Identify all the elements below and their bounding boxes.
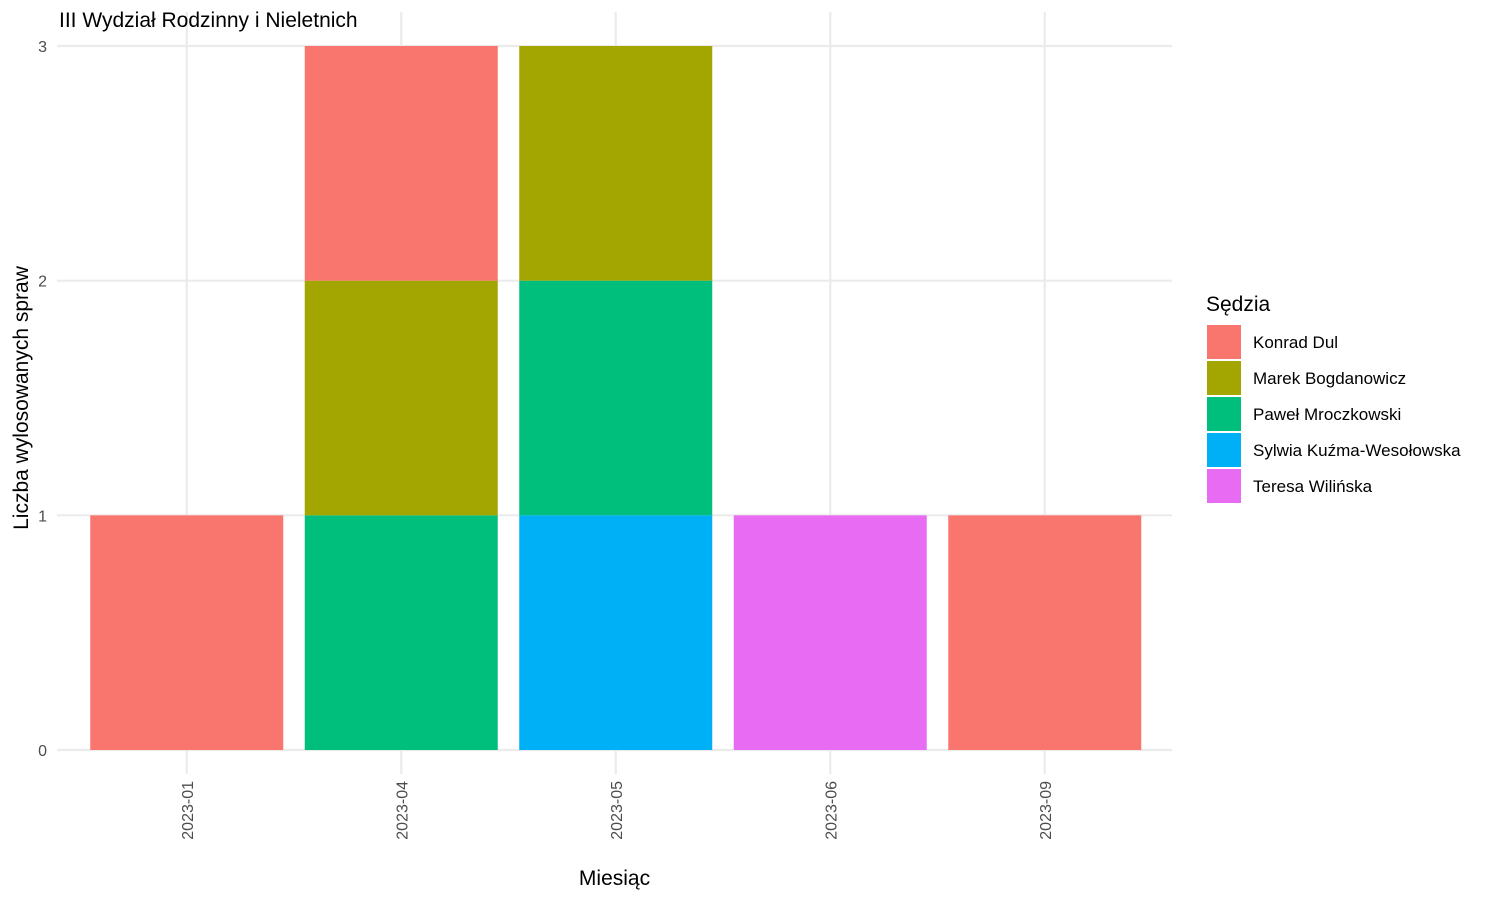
legend-key xyxy=(1207,325,1241,359)
x-tick-label: 2023-06 xyxy=(823,781,840,840)
legend-key xyxy=(1207,361,1241,395)
bar-segment xyxy=(519,515,713,750)
bar-segment xyxy=(304,46,498,281)
bar-segment xyxy=(90,515,284,750)
legend-label: Konrad Dul xyxy=(1253,333,1338,352)
legend-label: Paweł Mroczkowski xyxy=(1253,405,1401,424)
legend-key xyxy=(1207,469,1241,503)
bar-segment xyxy=(519,280,713,516)
bar-segment xyxy=(948,515,1142,750)
y-tick-label: 2 xyxy=(38,274,47,291)
y-tick-label: 0 xyxy=(38,743,47,760)
x-axis-ticks: 2023-01 2023-04 2023-05 2023-06 2023-09 xyxy=(180,781,1055,840)
legend: Sędzia Konrad Dul Marek Bogdanowicz Paweł … xyxy=(1206,293,1461,503)
y-axis-title: Liczba wylosowanych spraw xyxy=(10,265,33,530)
y-axis-ticks: 0 1 2 3 xyxy=(38,39,47,760)
x-tick-label: 2023-09 xyxy=(1038,781,1055,840)
legend-key xyxy=(1207,397,1241,431)
bar-segment xyxy=(733,515,927,750)
legend-title: Sędzia xyxy=(1206,293,1271,316)
x-tick-label: 2023-05 xyxy=(609,781,626,840)
chart-title: III Wydział Rodzinny i Nieletnich xyxy=(59,9,358,32)
x-axis-title: Miesiąc xyxy=(579,867,650,890)
bar-segment xyxy=(304,280,498,516)
x-tick-label: 2023-01 xyxy=(180,781,197,840)
legend-label: Marek Bogdanowicz xyxy=(1253,369,1406,388)
x-tick-label: 2023-04 xyxy=(394,781,411,840)
legend-label: Teresa Wilińska xyxy=(1253,477,1373,496)
legend-key xyxy=(1207,433,1241,467)
bar-segment xyxy=(304,515,498,750)
y-tick-label: 3 xyxy=(38,39,47,56)
bar-segment xyxy=(519,46,713,281)
bars xyxy=(90,46,1142,750)
legend-label: Sylwia Kuźma-Wesołowska xyxy=(1253,441,1461,460)
y-tick-label: 1 xyxy=(38,508,47,525)
